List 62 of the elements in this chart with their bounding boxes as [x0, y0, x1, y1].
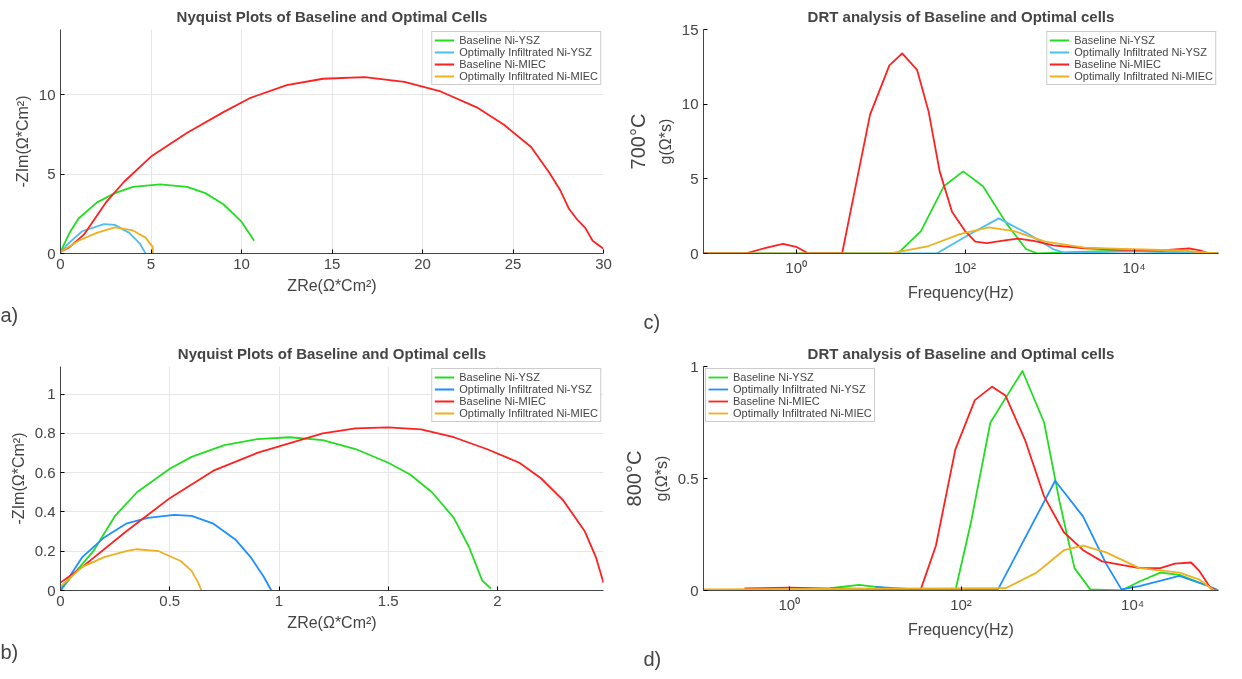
y-tick-label: 10	[38, 85, 56, 103]
x-tick-label: 2	[493, 591, 502, 609]
x-axis-title: ZRe(Ω*Cm²)	[287, 276, 377, 294]
legend-label: Baseline Ni-YSZ	[459, 371, 540, 383]
y-tick-label: 15	[681, 20, 699, 38]
y-tick-label: 0.8	[34, 424, 56, 442]
x-axis-title: Frequency(Hz)	[908, 620, 1014, 638]
y-tick-label: 0.4	[34, 502, 56, 520]
y-tick-label: 5	[47, 165, 56, 183]
text: 700°C	[626, 113, 649, 170]
legend-label: Optimally Infiltrated Ni-YSZ	[459, 383, 592, 395]
x-tick-label: 10²	[950, 595, 972, 613]
text: b)	[0, 640, 19, 663]
legend-label: Baseline Ni-MIEC	[1074, 58, 1162, 70]
x-tick-label: 10²	[954, 258, 976, 276]
x-tick-label: 10⁰	[785, 258, 807, 276]
text: 800°C	[622, 450, 645, 507]
y-tick-label: 1	[690, 357, 699, 375]
x-axis-title: ZRe(Ω*Cm²)	[287, 613, 377, 631]
x-tick-label: 25	[504, 254, 522, 272]
y-tick-label: 0.6	[34, 463, 56, 481]
y-tick-label: 1	[47, 385, 56, 403]
x-tick-label: 0.5	[159, 591, 181, 609]
text: d)	[643, 647, 662, 670]
x-tick-label: 20	[414, 254, 431, 272]
y-tick-label: 0.2	[34, 542, 56, 560]
x-tick-label: 10⁰	[778, 595, 801, 613]
legend-label: Baseline Ni-MIEC	[733, 395, 820, 407]
x-tick-label: 1	[274, 591, 284, 609]
legend-label: Baseline Ni-YSZ	[459, 34, 540, 46]
x-axis-title: Frequency(Hz)	[908, 283, 1014, 301]
y-axis-title: -ZIm(Ω*Cm²)	[13, 95, 31, 188]
chart-title: Nyquist Plots of Baseline and Optimal cells	[177, 344, 487, 362]
x-tick-label: 30	[595, 254, 612, 272]
x-tick-label: 5	[146, 254, 156, 272]
legend-label: Baseline Ni-YSZ	[733, 371, 814, 383]
text: c)	[643, 310, 661, 333]
y-tick-label: 10	[681, 95, 699, 113]
legend-label: Optimally Infiltrated Ni-YSZ	[1074, 46, 1207, 58]
legend-label: Baseline Ni-YSZ	[1074, 34, 1155, 46]
legend-label: Optimally Infiltrated Ni-YSZ	[733, 383, 866, 395]
legend-label: Optimally Infiltrated Ni-MIEC	[733, 407, 872, 419]
legend-label: Optimally Infiltrated Ni-MIEC	[1074, 70, 1213, 82]
x-tick-label: 1.5	[377, 591, 399, 609]
legend-label: Optimally Infiltrated Ni-MIEC	[459, 407, 598, 419]
y-tick-label: 5	[690, 169, 699, 187]
x-tick-label: 10⁴	[1122, 258, 1146, 276]
legend-label: Optimally Infiltrated Ni-MIEC	[459, 70, 598, 82]
y-axis-title: -ZIm(Ω*Cm²)	[9, 432, 27, 525]
legend-label: Optimally Infiltrated Ni-YSZ	[459, 46, 592, 58]
y-axis-title: g(Ω*s)	[652, 455, 670, 502]
y-axis-title: g(Ω*s)	[656, 118, 674, 165]
text: a)	[0, 303, 19, 326]
chart-title: DRT analysis of Baseline and Optimal cells	[807, 7, 1115, 25]
legend-label: Baseline Ni-MIEC	[459, 58, 547, 70]
legend-label: Baseline Ni-MIEC	[459, 395, 547, 407]
y-tick-label: 0.5	[677, 469, 699, 487]
x-tick-label: 10	[233, 254, 250, 272]
x-tick-label: 15	[323, 254, 341, 272]
chart-title: Nyquist Plots of Baseline and Optimal Cells	[176, 7, 488, 25]
x-tick-label: 10⁴	[1121, 595, 1145, 613]
chart-title: DRT analysis of Baseline and Optimal cells	[807, 344, 1115, 362]
